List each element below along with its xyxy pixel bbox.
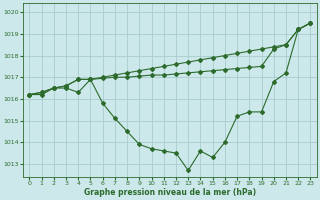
- X-axis label: Graphe pression niveau de la mer (hPa): Graphe pression niveau de la mer (hPa): [84, 188, 256, 197]
